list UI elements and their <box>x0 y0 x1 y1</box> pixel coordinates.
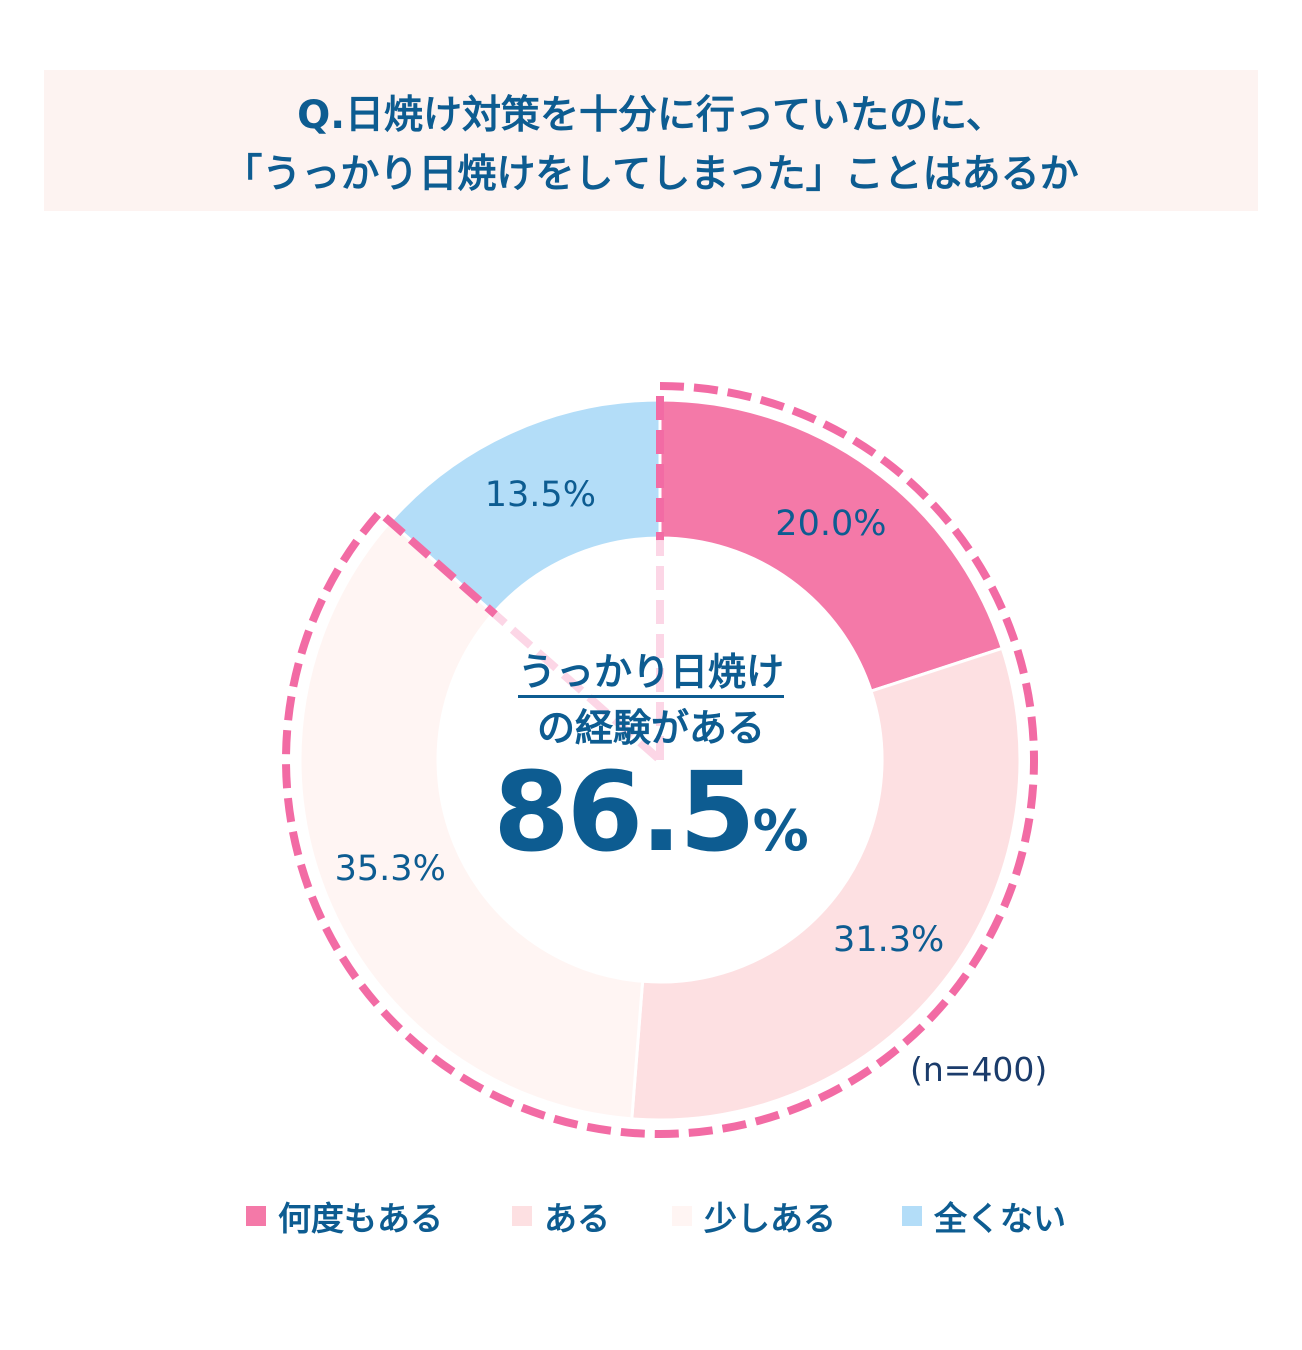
legend-swatch <box>246 1206 266 1226</box>
legend-label: ある <box>544 1199 610 1238</box>
legend-swatch <box>672 1206 692 1226</box>
donut-hole <box>440 540 880 980</box>
legend-label: 少しある <box>704 1199 836 1238</box>
title-box: Q.日焼け対策を十分に行っていたのに、 「うっかり日焼けをしてしまった」ことはあ… <box>44 70 1258 211</box>
center-summary: うっかり日焼け の経験がある 86.5% <box>451 650 851 905</box>
legend-item-1: 何度もある <box>246 1192 443 1240</box>
legend-swatch <box>512 1206 532 1226</box>
center-line-2: の経験がある <box>536 706 765 750</box>
legend-label: 全くない <box>934 1199 1066 1238</box>
donut-slice-1 <box>658 398 1005 694</box>
highlight-dashed-outline <box>282 381 1038 1138</box>
slice-value-label-3: 35.3% <box>334 849 446 890</box>
center-total-unit: % <box>752 799 809 864</box>
center-total: 86.5% <box>451 752 851 905</box>
sample-size-note: (n=400) <box>910 1050 1048 1089</box>
chart-title-line-2: 「うっかり日焼けをしてしまった」ことはあるか <box>223 152 1079 197</box>
legend: 何度もある ある 少しある 全くない <box>0 1192 1302 1242</box>
donut-slice-2 <box>630 646 1022 1122</box>
legend-item-3: 少しある <box>672 1192 836 1240</box>
slice-value-label-4: 13.5% <box>484 474 596 515</box>
slice-value-label-1: 20.0% <box>775 504 887 545</box>
center-total-value: 86.5 <box>493 748 755 876</box>
legend-item-2: ある <box>512 1192 610 1240</box>
chart-title-line-1: Q.日焼け対策を十分に行っていたのに、 <box>297 93 1005 138</box>
slice-value-label-2: 31.3% <box>833 920 945 960</box>
center-line-1: うっかり日焼け <box>517 650 784 698</box>
legend-item-4: 全くない <box>902 1192 1066 1240</box>
legend-label: 何度もある <box>278 1199 443 1238</box>
legend-swatch <box>902 1206 922 1226</box>
donut-slice-3 <box>298 519 645 1121</box>
